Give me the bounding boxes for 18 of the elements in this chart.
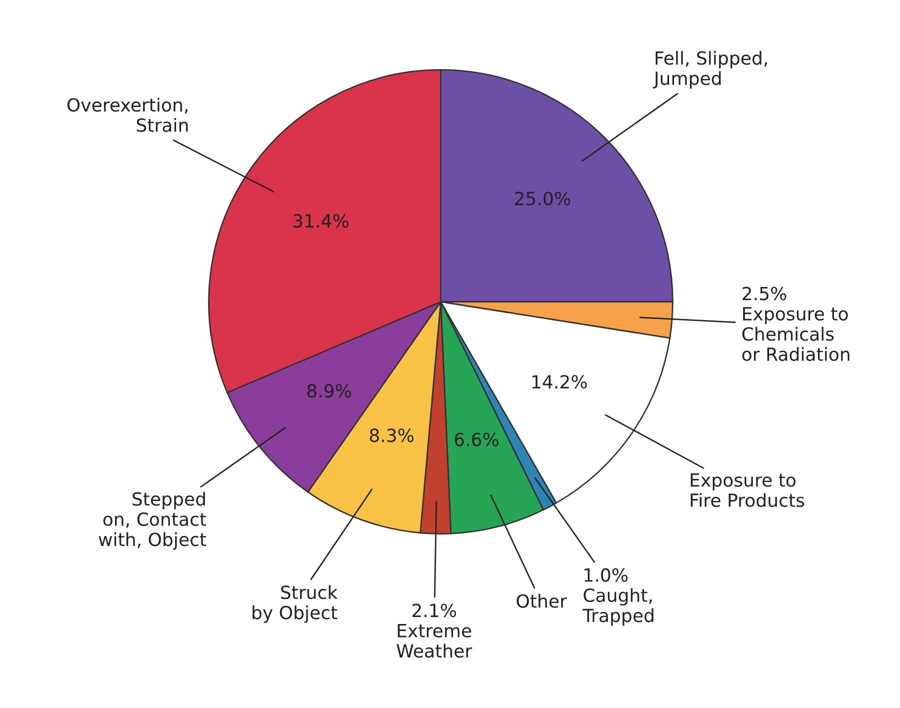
slice-label: Caught, Trapped (582, 588, 654, 626)
data-label: 8.3% (370, 428, 414, 442)
slice-label: Exposure to Fire Products (690, 473, 804, 508)
slice-label: Stepped on, Contact with, Object (98, 492, 206, 550)
slice-label: Fell, Slipped, Jumped (653, 50, 767, 89)
data-label: 6.6% (454, 432, 498, 446)
slice-label: Other (516, 594, 567, 608)
slice-label: Exposure to Chemicals or Radiation (742, 307, 850, 362)
slice-label: Overexertion, Strain (67, 98, 188, 132)
slice-label: Extreme Weather (396, 624, 472, 658)
data-label: 25.0% (515, 192, 570, 206)
data-label: 14.2% (532, 374, 587, 389)
slice-label: Struck by Object (252, 585, 338, 623)
data-label: 2.5% (742, 286, 786, 300)
data-label: 31.4% (293, 214, 348, 228)
data-label: 1.0% (584, 568, 628, 582)
data-label: 2.1% (412, 604, 456, 618)
data-label: 8.9% (307, 384, 351, 398)
